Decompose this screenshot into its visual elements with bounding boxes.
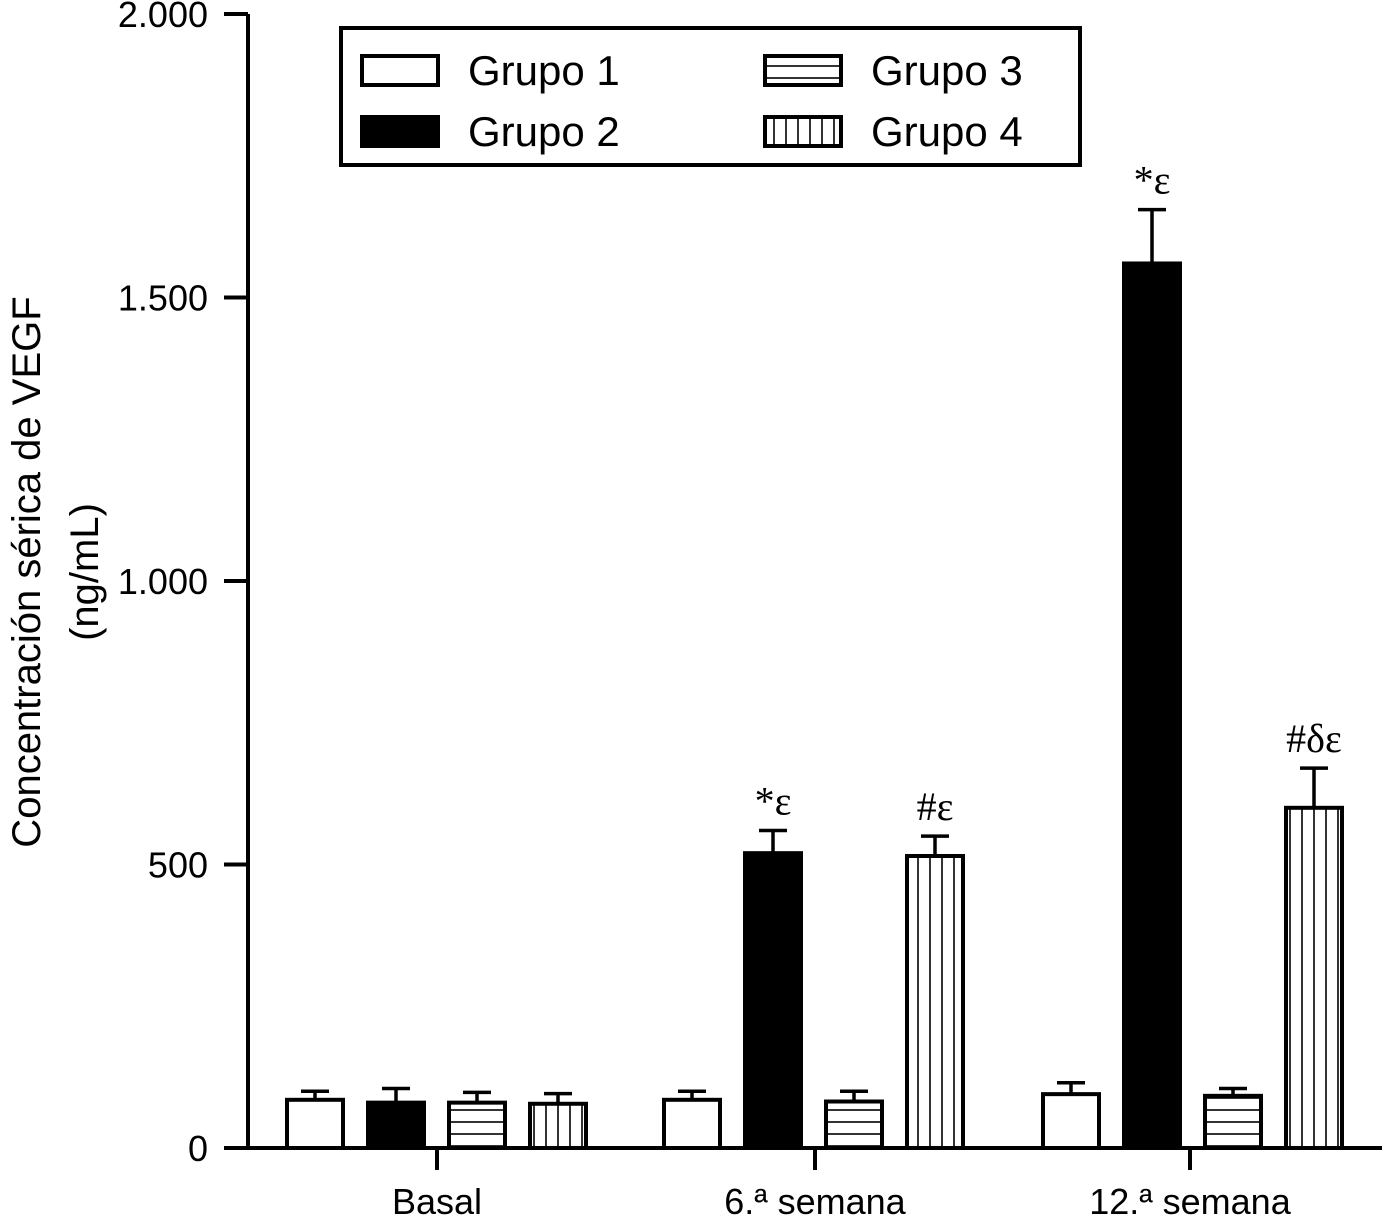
y-tick-label: 2.000 [118,0,208,35]
legend-swatch [360,54,440,87]
bar-grupo-3 [447,1100,507,1151]
significance-annotation: *ε [1134,158,1171,203]
legend-swatch [763,54,843,87]
bar-grupo-4 [528,1101,588,1151]
bars [285,207,1344,1151]
axes: 0 500 1.000 1.500 2.000 Concentración sérica … [5,0,1382,1217]
bar-grupo-1 [662,1097,722,1151]
x-tick-label: 6.ª semana [724,1181,906,1217]
y-tick-label: 1.000 [118,561,208,602]
significance-annotation: #ε [917,784,954,829]
bar-grupo-1 [1041,1092,1101,1151]
bar-grupo-4 [905,853,965,1150]
legend-box [339,26,1082,167]
significance-annotation: *ε [755,778,792,823]
legend-swatch [360,115,440,148]
bar-grupo-2 [743,851,803,1150]
bar-grupo-1 [285,1097,345,1151]
x-tick-label: Basal [392,1181,482,1217]
legend-label: Grupo 4 [871,108,1023,155]
bar-grupo-4 [1284,805,1344,1150]
legend-swatch [763,115,843,148]
y-axis-title-line2: (ng/mL) [63,503,107,641]
x-tick-label: 12.ª semana [1089,1181,1291,1217]
y-tick-label: 1.500 [118,278,208,319]
y-axis-title-line1: Concentración sérica de VEGF [5,296,49,847]
legend-label: Grupo 1 [468,47,620,94]
y-tick-label: 500 [148,845,208,886]
legend-label: Grupo 2 [468,108,620,155]
bar-grupo-2 [1122,261,1182,1151]
bar-grupo-2 [366,1100,426,1151]
y-tick-label: 0 [188,1128,208,1169]
significance-annotation: #δε [1286,716,1342,761]
legend: Grupo 1 Grupo 2 Grupo 3 Grupo 4 [339,26,1082,167]
legend-label: Grupo 3 [871,47,1023,94]
bar-grupo-3 [1203,1093,1263,1151]
annotations: *ε #ε *ε #δε [755,158,1342,830]
bar-grupo-3 [824,1099,884,1150]
